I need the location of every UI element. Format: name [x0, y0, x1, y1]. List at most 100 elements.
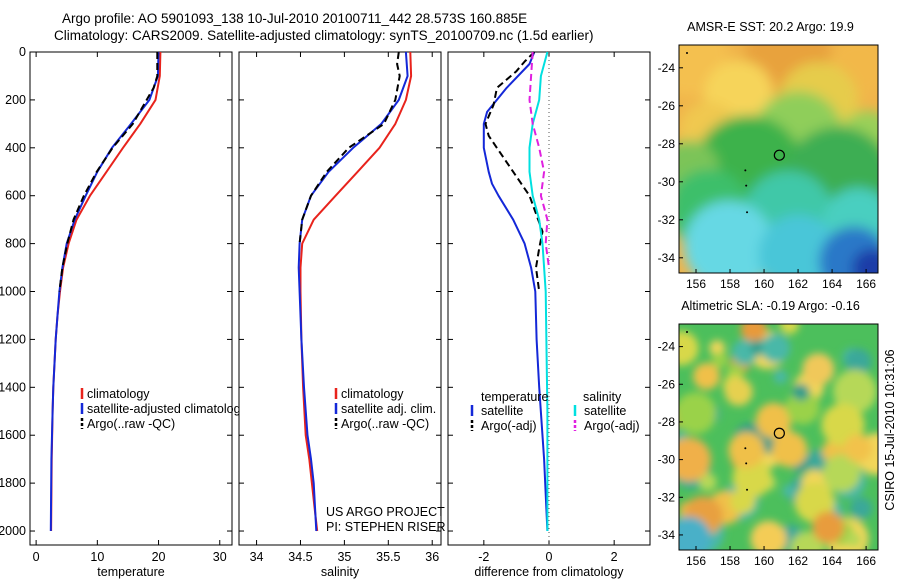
map-blob	[732, 458, 772, 498]
map-blob	[846, 532, 862, 548]
map-x-tick-label: 166	[856, 277, 876, 291]
track-dot	[745, 462, 748, 465]
map-y-tick-label: -24	[658, 61, 676, 75]
map-field	[679, 324, 878, 550]
map-blob	[844, 434, 873, 463]
x-axis-label: difference from climatology	[474, 565, 624, 579]
map-blob	[679, 331, 699, 366]
y-tick-label: 1600	[0, 428, 26, 442]
legend-label: satellite adj. clim.	[341, 402, 436, 416]
x-tick-label: 2	[611, 550, 618, 564]
side-label: CSIRO 15-Jul-2010 10:31:06	[883, 349, 897, 510]
legend-label: Argo(..raw -QC)	[341, 417, 429, 431]
map-field	[679, 45, 878, 273]
map-title: AMSR-E SST: 20.2 Argo: 19.9	[687, 20, 854, 34]
legend-label: climatology	[87, 387, 150, 401]
map-x-tick-label: 166	[856, 554, 876, 568]
y-tick-label: 400	[5, 141, 26, 155]
track-dot	[744, 169, 747, 172]
y-tick-label: 1400	[0, 380, 26, 394]
x-tick-label: 34	[250, 550, 264, 564]
legend-header: temperature	[481, 390, 548, 404]
map-x-tick-label: 164	[822, 554, 842, 568]
map-blob	[852, 248, 878, 273]
y-tick-label: 1000	[0, 285, 26, 299]
x-axis-label: salinity	[321, 565, 360, 579]
map-y-tick-label: -26	[658, 377, 676, 391]
map-blob	[773, 370, 788, 384]
map-blobs	[679, 45, 878, 273]
x-tick-label: 10	[90, 550, 104, 564]
x-tick-label: 30	[213, 550, 227, 564]
legend-label: Argo(..raw -QC)	[87, 417, 175, 431]
map-x-tick-label: 160	[754, 277, 774, 291]
series-line	[528, 51, 549, 531]
x-tick-label: 35.5	[376, 550, 400, 564]
x-tick-label: 0	[546, 550, 553, 564]
plot-frame	[238, 51, 442, 546]
map-blob	[792, 383, 810, 401]
legend-label: satellite	[584, 404, 626, 418]
y-tick-label: 0	[19, 45, 26, 59]
y-tick-label: 1200	[0, 332, 26, 346]
x-axis-label: temperature	[97, 565, 164, 579]
map-x-tick-label: 156	[686, 554, 706, 568]
track-dot	[745, 184, 748, 187]
x-tick-label: 36	[425, 550, 439, 564]
map-blob	[802, 353, 835, 386]
map-y-tick-label: -26	[658, 99, 676, 113]
map-y-tick-label: -30	[658, 175, 676, 189]
map-blob	[850, 497, 872, 520]
map-blob	[740, 324, 767, 343]
map-blob	[812, 511, 845, 544]
map-blob	[760, 333, 791, 363]
y-tick-label: 1800	[0, 476, 26, 490]
map-blob	[679, 516, 711, 550]
map-y-tick-label: -28	[658, 415, 676, 429]
x-tick-label: 35	[337, 550, 351, 564]
map-blob	[771, 431, 808, 468]
map-blobs	[679, 324, 878, 550]
map-blob	[679, 392, 717, 434]
plot-frame	[29, 51, 233, 546]
panel-salinity: 34 34.5 35 35.5 36 salinity climatologysatelli…	[238, 51, 445, 579]
x-tick-label: 0	[33, 550, 40, 564]
map-x-tick-label: 156	[686, 277, 706, 291]
map-blob	[724, 377, 753, 406]
float-marker	[773, 427, 785, 439]
map-blob	[845, 348, 872, 375]
map-blob	[683, 200, 774, 273]
y-tick-label: 200	[5, 93, 26, 107]
legend-header: salinity	[583, 390, 622, 404]
x-tick-label: 34.5	[288, 550, 312, 564]
map-y-tick-label: -30	[658, 453, 676, 467]
map-blob	[758, 214, 839, 273]
map-blob	[728, 432, 765, 469]
plot-frame	[447, 51, 651, 546]
panel-temperature: 0 10 20 30 0 200 400 600 800 1000 1200 1400 1600 1800…	[0, 45, 248, 579]
x-tick-label: -2	[478, 550, 489, 564]
legend-label: satellite	[481, 404, 523, 418]
map-blob	[750, 520, 787, 550]
legend-label: Argo(-adj)	[584, 419, 640, 433]
legend-label: Argo(-adj)	[481, 419, 537, 433]
map-blob	[709, 340, 725, 356]
panel-sst-map: AMSR-E SST: 20.2 Argo: 19.9 156 158 160 162 1…	[658, 20, 879, 291]
track-dot	[744, 447, 747, 450]
map-x-tick-label: 158	[720, 554, 740, 568]
map-blob	[693, 362, 720, 390]
map-y-tick-label: -34	[658, 251, 676, 265]
map-x-tick-label: 162	[788, 554, 808, 568]
y-tick-label: 2000	[0, 524, 26, 538]
map-x-tick-label: 158	[720, 277, 740, 291]
map-blob	[679, 437, 711, 482]
annotation: PI: STEPHEN RISER	[326, 520, 445, 534]
map-frame	[678, 44, 879, 274]
x-tick-label: 20	[152, 550, 166, 564]
map-x-tick-label: 162	[788, 277, 808, 291]
map-blob	[785, 390, 820, 425]
panel-sla-map: Altimetric SLA: -0.19 Argo: -0.16 156 158 1…	[658, 299, 879, 568]
y-tick-label: 600	[5, 189, 26, 203]
